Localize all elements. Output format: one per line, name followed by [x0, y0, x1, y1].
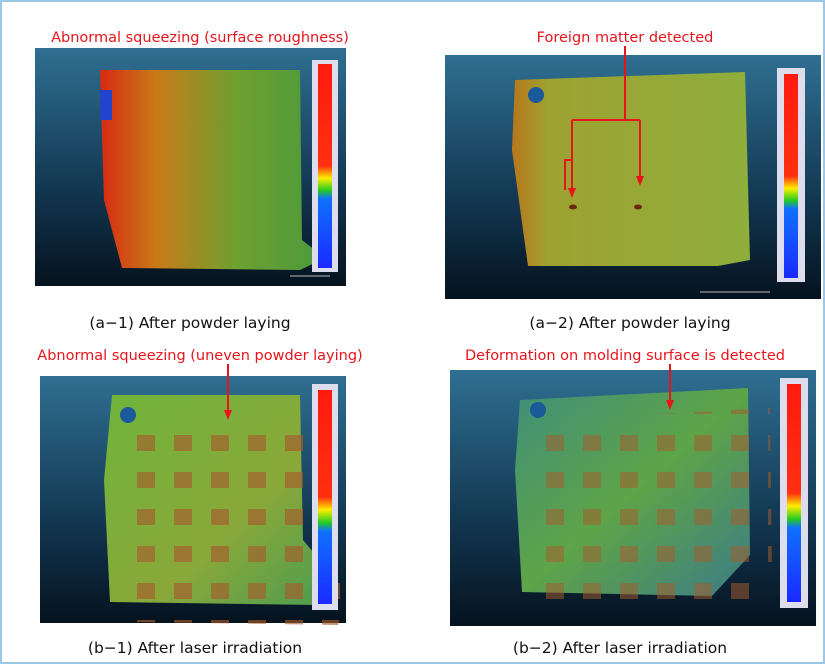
annotation: Deformation on molding surface is detect…	[465, 348, 785, 364]
scan-a2	[445, 55, 821, 299]
caption: (b−2) After laser irradiation	[513, 639, 727, 657]
scan-b2	[450, 370, 816, 626]
caption: (a−1) After powder laying	[89, 314, 290, 332]
annotation: Abnormal squeezing (surface roughness)	[51, 30, 349, 46]
annotation: Foreign matter detected	[537, 30, 714, 46]
caption: (a−2) After powder laying	[529, 314, 730, 332]
scan-b1	[40, 376, 348, 625]
scan-a1	[35, 48, 346, 286]
annotation: Abnormal squeezing (uneven powder laying…	[37, 348, 362, 364]
caption: (b−1) After laser irradiation	[88, 639, 302, 657]
figure: Abnormal squeezing (surface roughness) F…	[0, 0, 825, 664]
